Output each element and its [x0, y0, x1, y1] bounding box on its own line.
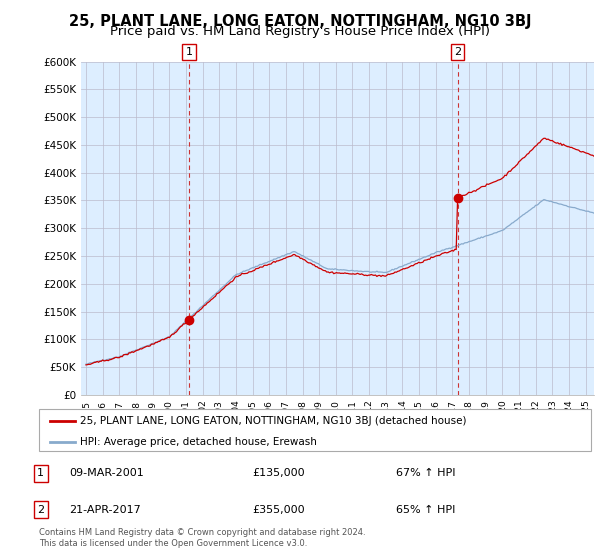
Text: 25, PLANT LANE, LONG EATON, NOTTINGHAM, NG10 3BJ: 25, PLANT LANE, LONG EATON, NOTTINGHAM, …: [69, 14, 531, 29]
Text: 09-MAR-2001: 09-MAR-2001: [69, 468, 144, 478]
Text: 2: 2: [454, 47, 461, 57]
Text: 25, PLANT LANE, LONG EATON, NOTTINGHAM, NG10 3BJ (detached house): 25, PLANT LANE, LONG EATON, NOTTINGHAM, …: [80, 416, 467, 426]
Text: 1: 1: [37, 468, 44, 478]
Text: Price paid vs. HM Land Registry's House Price Index (HPI): Price paid vs. HM Land Registry's House …: [110, 25, 490, 38]
Text: £135,000: £135,000: [252, 468, 305, 478]
Text: Contains HM Land Registry data © Crown copyright and database right 2024.
This d: Contains HM Land Registry data © Crown c…: [39, 528, 365, 548]
Text: 2: 2: [37, 505, 44, 515]
Text: £355,000: £355,000: [252, 505, 305, 515]
Text: 65% ↑ HPI: 65% ↑ HPI: [396, 505, 455, 515]
Text: 1: 1: [185, 47, 193, 57]
Text: 67% ↑ HPI: 67% ↑ HPI: [396, 468, 455, 478]
Text: HPI: Average price, detached house, Erewash: HPI: Average price, detached house, Erew…: [80, 437, 317, 446]
Text: 21-APR-2017: 21-APR-2017: [69, 505, 141, 515]
FancyBboxPatch shape: [39, 409, 591, 451]
